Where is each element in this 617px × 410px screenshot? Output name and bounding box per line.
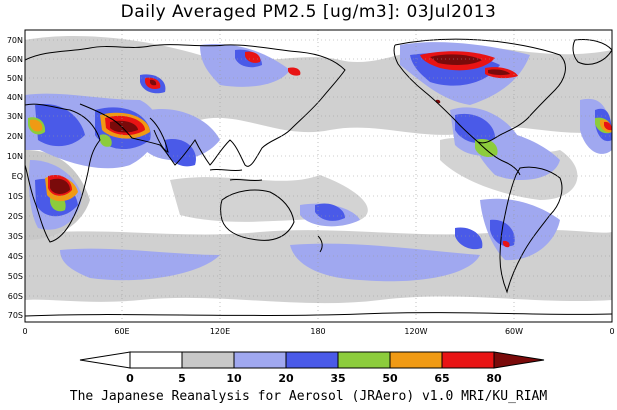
lon-label: 120E [210,327,230,336]
colorbar-label: 50 [382,372,398,385]
eurasia-coast [24,44,346,167]
lat-label: 30S [8,232,23,241]
nz-coast [317,235,323,253]
map-title: Daily Averaged PM2.5 [ug/m3]: 03Jul2013 [120,2,497,22]
colorbar-label: 5 [178,372,186,385]
lat-label: 60N [7,55,23,64]
lat-label: 20S [8,212,23,221]
footer-credit: The Japanese Reanalysis for Aerosol (JRA… [69,389,548,404]
lat-axis: 70N 60N 50N 40N 30N 20N 10N EQ 10S 20S 3… [7,36,23,320]
colorbar-label: 65 [434,372,449,385]
lat-label: 60S [8,292,23,301]
lat-label: 50N [7,74,23,83]
lat-label: 20N [7,132,23,141]
greenland-coast [572,39,613,65]
colorbar-swatch [129,351,183,369]
india-coast [149,117,169,153]
colorbar-upper-cap [493,351,545,369]
map-frame [24,29,613,323]
graticule [25,30,612,322]
lat-label: 40N [7,93,23,102]
australia-coast [220,189,295,241]
north-america-coast [393,38,566,144]
lon-label: 180 [310,327,325,336]
colorbar-lower-cap [79,351,131,369]
lon-label: 60W [505,327,523,336]
colorbar-swatch [285,351,339,369]
colorbar-label: 35 [330,372,345,385]
sea-islands [209,168,263,182]
africa-coast [24,103,101,243]
lat-label: 10N [7,152,23,161]
colorbar-label: 10 [226,372,242,385]
colorbar: 0 5 10 20 35 50 65 80 [79,351,545,385]
colorbar-swatch [337,351,391,369]
pm25-shading [25,35,612,304]
colorbar-swatch [233,351,287,369]
lon-label: 0 [22,327,27,336]
lat-label: 30N [7,112,23,121]
central-america-coast [477,141,521,176]
lon-label: 120W [404,327,427,336]
colorbar-swatch [181,351,235,369]
lat-label: EQ [12,172,23,181]
lat-label: 70N [7,36,23,45]
colorbar-swatch [441,351,495,369]
colorbar-label: 20 [278,372,294,385]
colorbar-swatch [389,351,443,369]
lon-label: 60E [114,327,129,336]
colorbar-label: 80 [486,372,502,385]
lat-label: 10S [8,192,23,201]
antarctica-coast [24,312,613,317]
lat-label: 50S [8,272,23,281]
lat-label: 40S [8,252,23,261]
lat-label: 70S [8,311,23,320]
colorbar-label: 0 [126,372,134,385]
lon-label: 0 [609,327,614,336]
lon-axis: 0 60E 120E 180 120W 60W 0 [22,327,614,336]
south-america-coast [499,166,563,294]
coastlines [24,38,613,317]
